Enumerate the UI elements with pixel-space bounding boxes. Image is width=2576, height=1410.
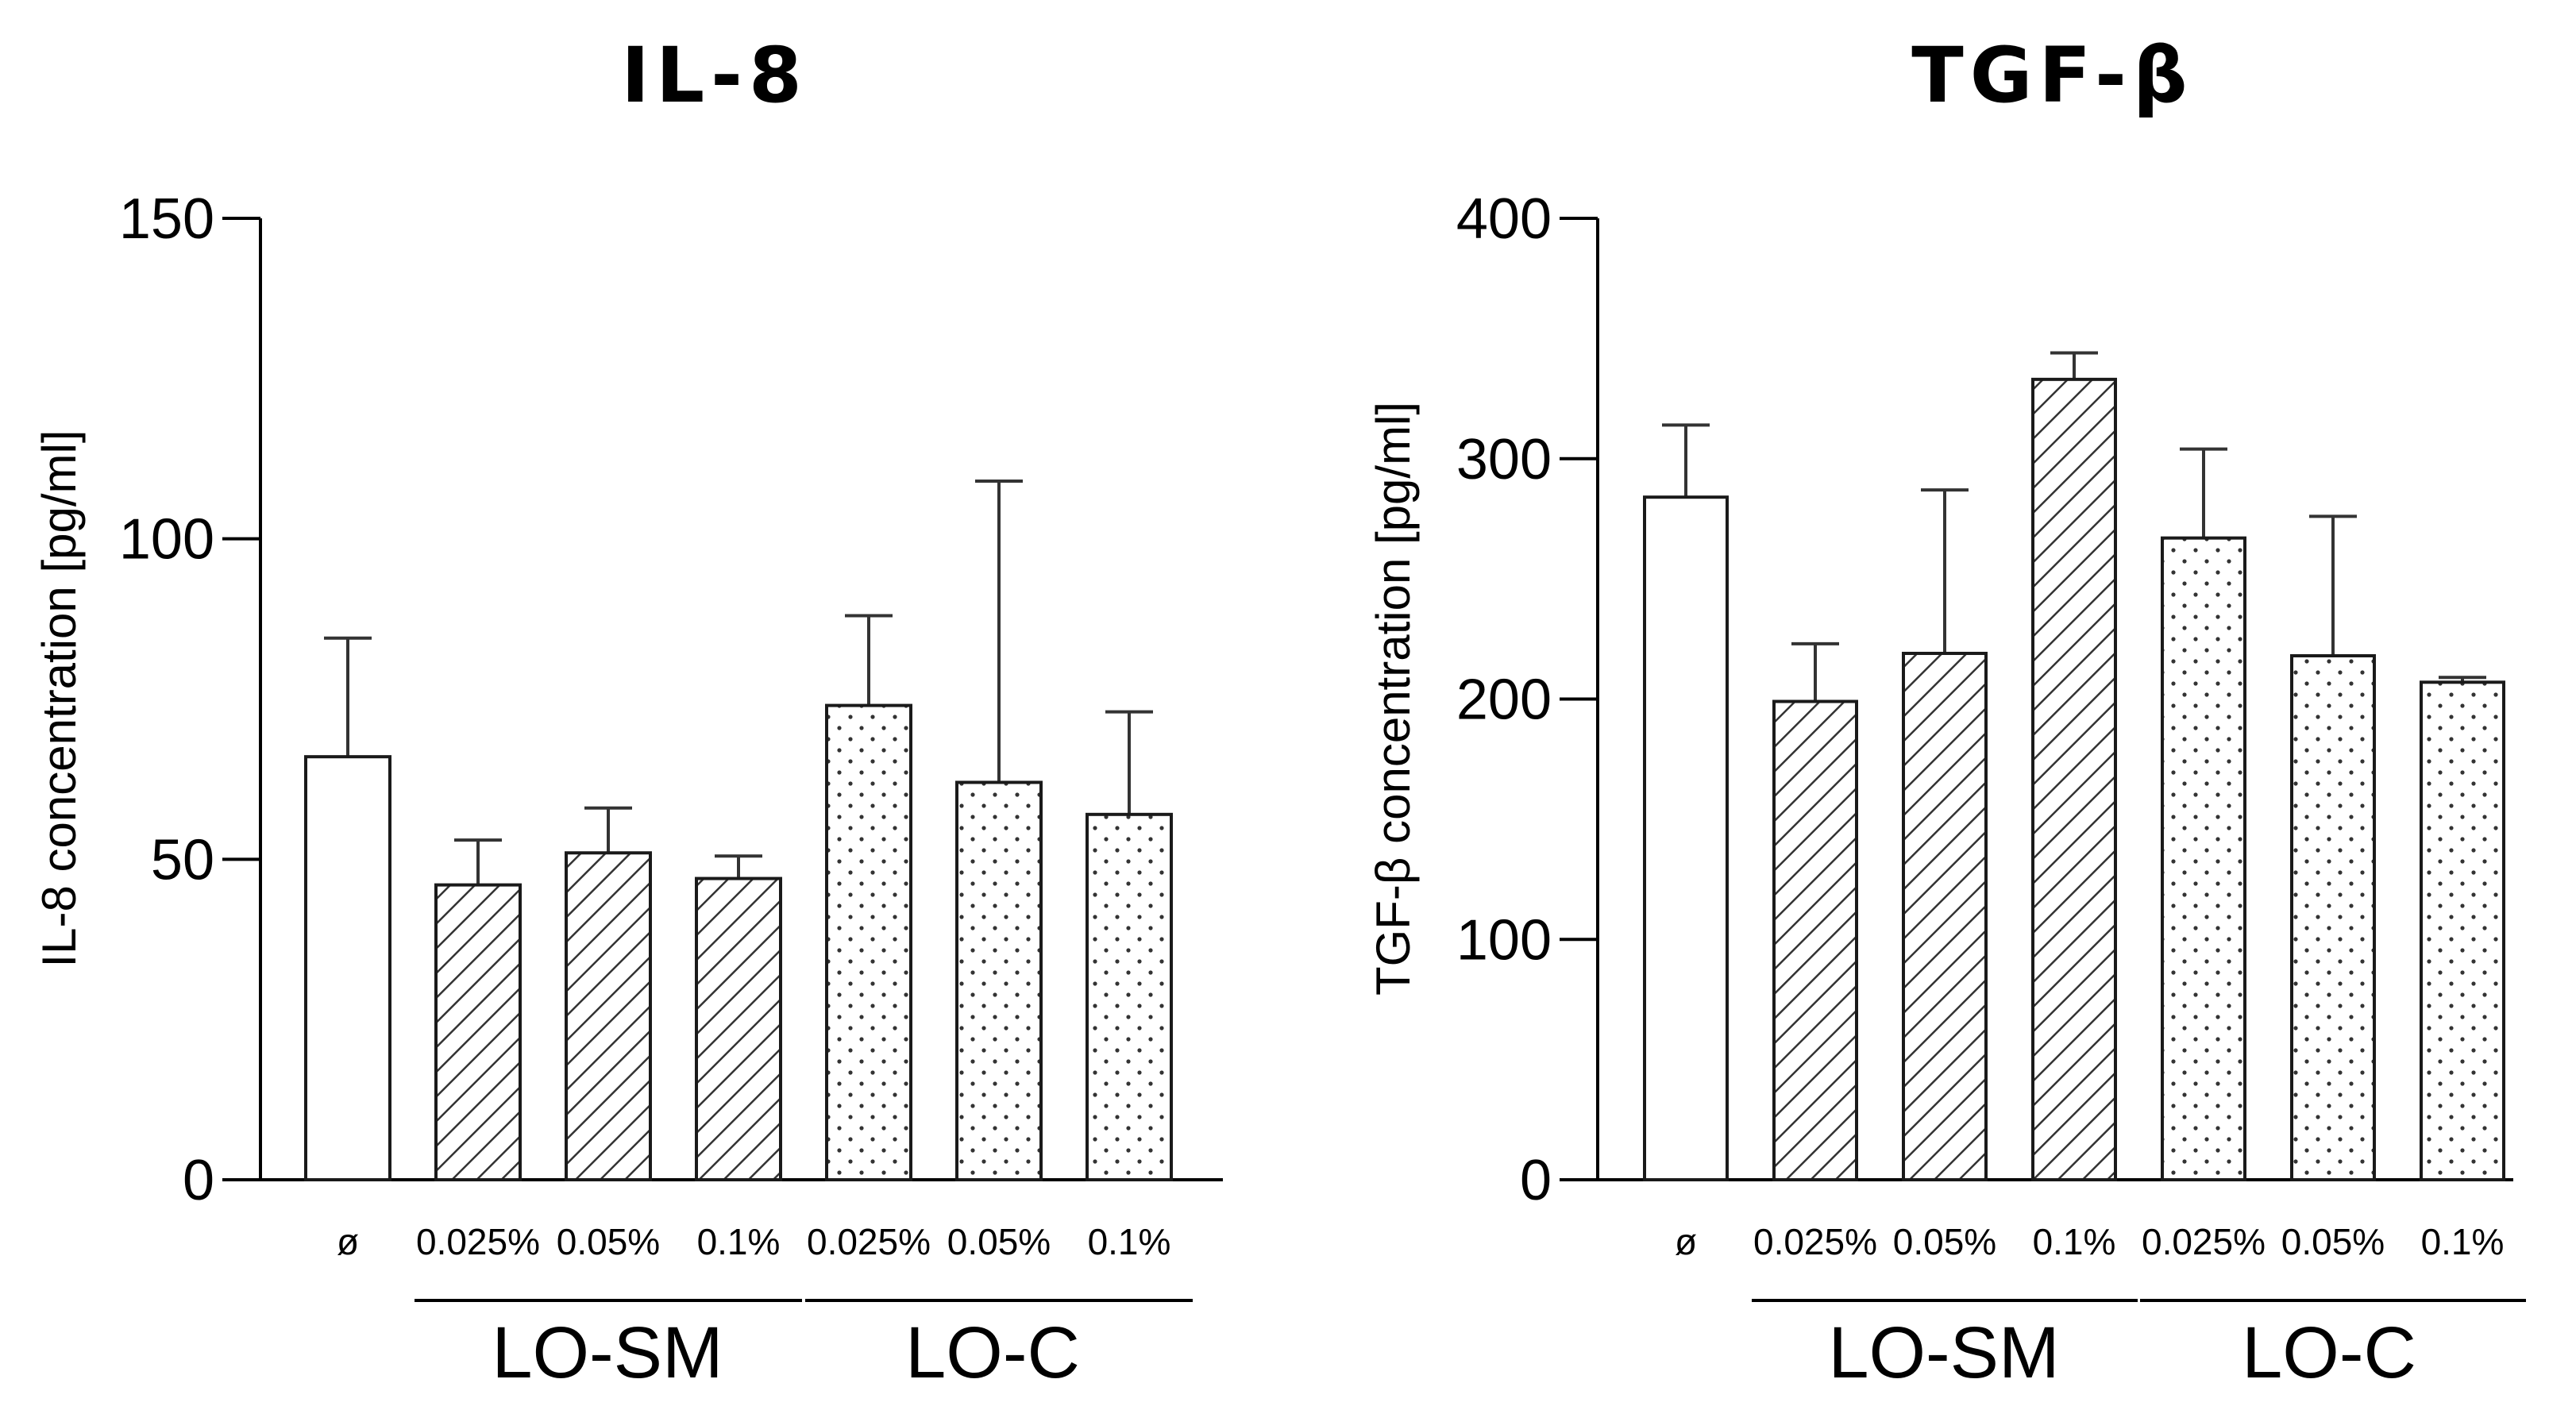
bar <box>1086 812 1173 1181</box>
x-tick-label: 0.025% <box>416 1221 540 1262</box>
bar <box>2420 680 2505 1181</box>
chart-title: IL-8 <box>621 31 808 120</box>
x-tick-label: 0.05% <box>947 1221 1051 1262</box>
x-tick-label: 0.025% <box>2142 1221 2266 1262</box>
y-axis-label: TGF-β concentration [pg/ml] <box>1367 402 1420 996</box>
y-tick-label: 300 <box>1456 428 1552 491</box>
bar <box>955 780 1043 1181</box>
x-tick-label: 0.05% <box>557 1221 660 1262</box>
y-tick-label: 100 <box>119 508 214 572</box>
y-tick-label: 400 <box>1456 187 1552 251</box>
bar <box>825 703 912 1181</box>
bar <box>2161 536 2246 1181</box>
bar <box>1902 651 1988 1181</box>
x-tick-label: ø <box>1675 1221 1697 1262</box>
x-tick-label: 0.05% <box>1893 1221 1996 1262</box>
group-label-lo-c: LO-C <box>905 1312 1080 1393</box>
y-tick-label: 0 <box>183 1149 214 1212</box>
y-tick-label: 200 <box>1456 668 1552 732</box>
bar <box>1772 699 1858 1181</box>
bar <box>2031 377 2117 1181</box>
group-label-lo-c: LO-C <box>2242 1312 2416 1393</box>
x-tick-label: 0.1% <box>1088 1221 1171 1262</box>
bar <box>1643 495 1729 1181</box>
chart-marks: 0 50 100 150 ø 0.025% 0.05% 0.1% 0.025% 0.05% 0.1% <box>119 187 1223 1302</box>
y-tick-label: 100 <box>1456 908 1552 972</box>
y-tick-label: 0 <box>1520 1149 1552 1212</box>
x-tick-label: 0.1% <box>697 1221 781 1262</box>
y-axis-label: IL-8 concentration [pg/ml] <box>33 430 86 967</box>
bar <box>695 876 782 1181</box>
x-tick-label: 0.025% <box>1753 1221 1877 1262</box>
x-tick-label: ø <box>337 1221 359 1262</box>
x-tick-label: 0.1% <box>2033 1221 2116 1262</box>
x-tick-label: 0.05% <box>2281 1221 2385 1262</box>
chart-marks: 0 100 200 300 400 ø 0.025% 0.05% 0.1% 0.025% 0.05%… <box>1456 187 2526 1302</box>
bar <box>304 755 391 1181</box>
group-label-lo-sm: LO-SM <box>1828 1312 2059 1393</box>
chart-title: TGF-β <box>1911 31 2193 120</box>
x-tick-label: 0.1% <box>2421 1221 2505 1262</box>
bar <box>2290 654 2376 1181</box>
tgf-beta-chart-panel: TGF-β TGF-β concentration [pg/ml] 0 100 20… <box>1367 31 2526 1393</box>
bar <box>565 851 652 1181</box>
bar <box>434 883 522 1182</box>
il8-chart-panel: IL-8 IL-8 concentration [pg/ml] 0 50 100 15… <box>33 31 1223 1393</box>
y-tick-label: 50 <box>151 828 214 892</box>
y-tick-label: 150 <box>119 187 214 251</box>
x-tick-label: 0.025% <box>807 1221 931 1262</box>
group-label-lo-sm: LO-SM <box>492 1312 723 1393</box>
